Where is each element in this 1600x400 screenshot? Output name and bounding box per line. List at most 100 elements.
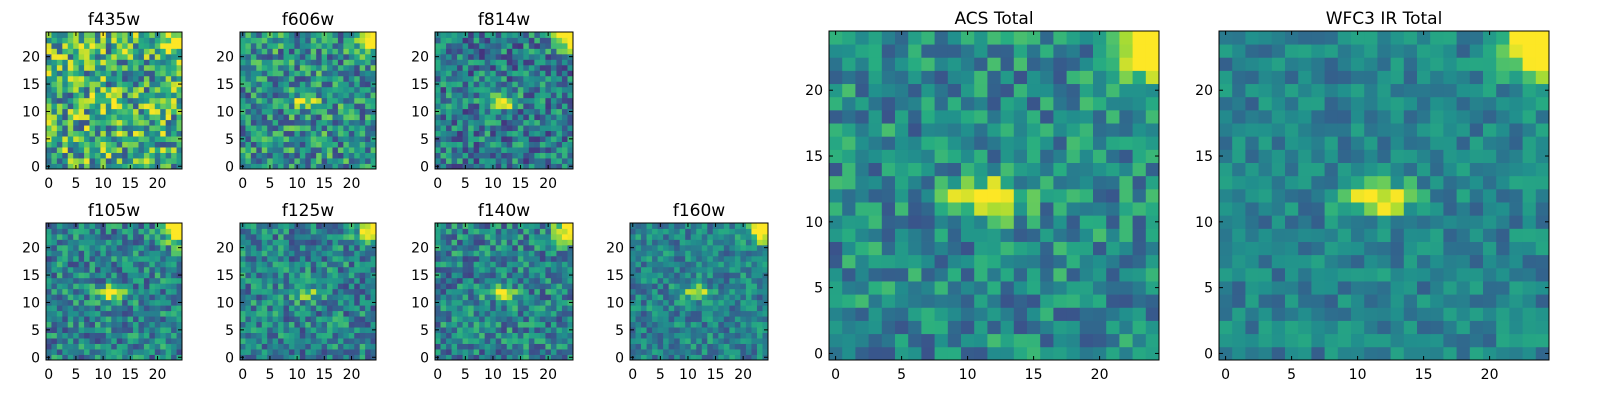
heatmap-cell [143, 288, 150, 295]
heatmap-cell [256, 255, 263, 262]
heatmap-cell [176, 288, 183, 295]
heatmap-cell [245, 108, 252, 115]
heatmap-cell [561, 316, 568, 323]
heatmap-cell [556, 261, 563, 268]
heatmap-cell [729, 250, 736, 257]
heatmap-cell [283, 75, 290, 82]
heatmap-cell [116, 152, 123, 159]
heatmap-cell [272, 158, 279, 164]
heatmap-cell [468, 305, 475, 312]
heatmap-cell [105, 261, 112, 268]
heatmap-cell [457, 86, 463, 93]
heatmap-cell [171, 338, 177, 344]
heatmap-cell [343, 97, 350, 104]
heatmap-cell [468, 233, 475, 240]
heatmap-cell [105, 152, 112, 159]
heatmap-cell [94, 244, 101, 251]
heatmap-cell [635, 250, 642, 257]
heatmap-cell [359, 48, 366, 55]
heatmap-cell [354, 103, 361, 110]
heatmap-cell [435, 152, 441, 159]
heatmap-cell [89, 158, 96, 164]
x-tick-label: 5 [461, 176, 470, 192]
heatmap-cell [56, 147, 63, 153]
heatmap-cell [506, 130, 513, 137]
heatmap-cell [46, 250, 52, 257]
heatmap-cell [523, 152, 530, 159]
heatmap-cell [446, 310, 452, 317]
heatmap-cell [78, 32, 85, 38]
heatmap-cell [523, 332, 530, 339]
heatmap-cell [567, 64, 574, 71]
heatmap-cell [261, 321, 268, 328]
heatmap-cell [78, 108, 85, 115]
heatmap-cell [539, 349, 546, 355]
heatmap-cell [674, 305, 681, 312]
heatmap-cell [451, 141, 458, 148]
heatmap-cell [62, 119, 69, 126]
heatmap-cell [267, 92, 274, 99]
heatmap-cell [171, 266, 177, 273]
heatmap-cell [111, 294, 118, 301]
heatmap-cell [947, 188, 962, 203]
heatmap-cell [701, 272, 708, 279]
heatmap-cell [479, 327, 486, 333]
heatmap-cell [1106, 228, 1120, 242]
heatmap-cell [668, 343, 675, 350]
heatmap-cell [365, 92, 371, 99]
heatmap-cell [506, 141, 513, 148]
heatmap-cell [451, 103, 458, 110]
heatmap-cell [855, 320, 869, 335]
heatmap-cell [359, 108, 366, 115]
heatmap-cell [261, 97, 268, 104]
heatmap-cell [316, 261, 322, 268]
heatmap-cell [73, 316, 80, 323]
heatmap-cell [327, 299, 333, 306]
heatmap-cell [89, 70, 96, 77]
heatmap-cell [484, 163, 491, 170]
heatmap-cell [908, 307, 922, 321]
x-tick-label: 0 [628, 367, 637, 383]
heatmap-cell [539, 343, 546, 350]
heatmap-cell [149, 37, 156, 44]
heatmap-cell [111, 158, 118, 164]
heatmap-cell [484, 70, 491, 77]
heatmap-cell [288, 244, 295, 251]
heatmap-cell [160, 130, 167, 137]
heatmap-cell [267, 48, 274, 55]
heatmap-cell [495, 332, 502, 339]
heatmap-cell [723, 272, 730, 279]
heatmap-cell [94, 158, 101, 164]
heatmap-cell [635, 294, 642, 301]
heatmap-cell [457, 343, 463, 350]
heatmap-cell [696, 316, 703, 323]
heatmap-cell [751, 294, 758, 301]
heatmap-cell [100, 321, 107, 328]
heatmap-cell [539, 136, 546, 142]
heatmap-cell [283, 125, 290, 132]
heatmap-cell [523, 261, 530, 268]
heatmap-cell [740, 244, 747, 251]
heatmap-cell [122, 86, 128, 93]
heatmap-cell [165, 244, 172, 251]
heatmap-cell [160, 288, 167, 295]
heatmap-cell [171, 349, 177, 355]
heatmap-cell [321, 327, 328, 333]
heatmap-cell [138, 103, 145, 110]
heatmap-cell [484, 152, 491, 159]
heatmap-cell [310, 70, 317, 77]
heatmap-cell [240, 239, 246, 246]
heatmap-cell [149, 266, 156, 273]
heatmap-cell [256, 343, 263, 350]
heatmap-cell [343, 86, 350, 93]
heatmap-cell [550, 130, 557, 137]
x-tick-label: 5 [265, 176, 274, 192]
heatmap-cell [294, 239, 301, 246]
heatmap-cell [473, 64, 480, 71]
heatmap-cell [756, 354, 763, 361]
heatmap-cell [561, 310, 568, 317]
heatmap-cell [62, 42, 69, 49]
heatmap-cell [160, 255, 167, 262]
heatmap-cell [523, 75, 530, 82]
heatmap-cell [690, 332, 697, 339]
